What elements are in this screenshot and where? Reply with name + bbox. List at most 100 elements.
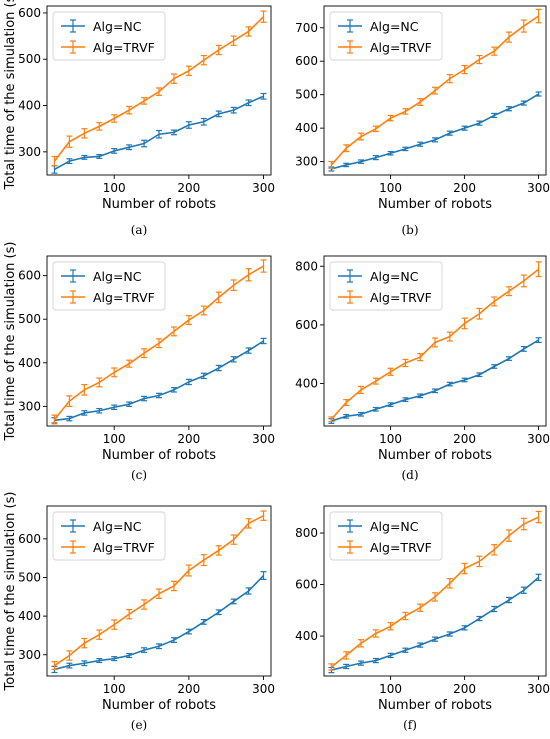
legend-label: Alg=NC xyxy=(370,519,419,534)
legend-label: Alg=NC xyxy=(93,19,142,34)
x-axis-label: Number of robots xyxy=(102,448,216,463)
y-axis-label: Total time of the simulation (s) xyxy=(3,242,18,442)
legend-label: Alg=TRVF xyxy=(93,290,155,305)
series-line xyxy=(331,93,540,170)
x-tick-label: 300 xyxy=(252,432,275,446)
panel-caption: (b) xyxy=(401,223,418,237)
legend: Alg=NC Alg=TRVF xyxy=(329,11,443,61)
chart-panel-b: 100 200 300 300 400 500 600 700 Number of robots… xyxy=(295,5,550,237)
plot-frame xyxy=(46,5,272,176)
series-trvf xyxy=(328,261,542,423)
y-tick-label: 700 xyxy=(295,21,318,35)
x-tick-label: 100 xyxy=(379,682,402,696)
series-nc xyxy=(51,337,267,424)
y-tick-label: 600 xyxy=(295,54,318,68)
series-trvf xyxy=(51,10,267,167)
chart-panel-d: 100 200 300 400 600 800 Number of robots Alg=NC… xyxy=(295,255,550,482)
panel-caption: (f) xyxy=(403,718,417,732)
series-line xyxy=(331,339,540,422)
x-axis-label: Number of robots xyxy=(378,698,492,713)
y-tick-label: 400 xyxy=(295,377,318,391)
plot-frame xyxy=(323,255,547,427)
series-trvf xyxy=(328,8,542,169)
legend: Alg=NC Alg=TRVF xyxy=(329,261,443,311)
x-tick-label: 200 xyxy=(177,682,200,696)
legend: Alg=NC Alg=TRVF xyxy=(52,11,166,61)
x-axis-label: Number of robots xyxy=(378,448,492,463)
y-tick-label: 300 xyxy=(18,648,41,662)
x-tick-label: 200 xyxy=(453,682,476,696)
chart-panel-c: 100 200 300 300 400 500 600 Number of robots Tot… xyxy=(3,242,275,482)
series-line xyxy=(331,576,540,671)
x-tick-label: 300 xyxy=(252,682,275,696)
y-tick-label: 400 xyxy=(18,356,41,370)
x-axis-label: Number of robots xyxy=(102,197,216,212)
series-nc xyxy=(51,571,267,674)
panel-caption: (e) xyxy=(131,718,147,732)
chart-panel-a: 100 200 300 300 400 500 600 Number of robots Tot… xyxy=(3,0,275,237)
x-tick-label: 200 xyxy=(453,432,476,446)
plot-frame xyxy=(46,505,272,677)
legend-box xyxy=(329,261,443,311)
legend-label: Alg=TRVF xyxy=(370,290,432,305)
y-tick-label: 400 xyxy=(295,629,318,643)
y-tick-label: 800 xyxy=(295,526,318,540)
series-trvf xyxy=(328,510,542,671)
y-tick-label: 300 xyxy=(18,145,41,159)
plot-frame xyxy=(46,255,272,427)
legend-box xyxy=(52,511,166,561)
series-line xyxy=(54,340,264,422)
x-tick-label: 300 xyxy=(527,682,550,696)
legend: Alg=NC Alg=TRVF xyxy=(329,511,443,561)
y-axis-label: Total time of the simulation (s) xyxy=(3,492,18,692)
legend-label: Alg=NC xyxy=(93,519,142,534)
legend: Alg=NC Alg=TRVF xyxy=(52,261,166,311)
y-tick-label: 600 xyxy=(18,6,41,20)
x-tick-label: 100 xyxy=(103,432,126,446)
y-tick-label: 400 xyxy=(295,121,318,135)
series-nc xyxy=(328,91,542,172)
x-tick-label: 200 xyxy=(177,432,200,446)
series-nc xyxy=(328,573,542,674)
legend-box xyxy=(329,511,443,561)
y-tick-label: 500 xyxy=(18,52,41,66)
x-axis-label: Number of robots xyxy=(102,698,216,713)
legend-label: Alg=TRVF xyxy=(370,40,432,55)
legend-box xyxy=(52,11,166,61)
y-tick-label: 600 xyxy=(18,532,41,546)
x-axis-label: Number of robots xyxy=(378,197,492,212)
y-tick-label: 500 xyxy=(18,312,41,326)
panel-caption: (c) xyxy=(131,468,147,482)
panel-caption: (d) xyxy=(401,468,418,482)
series-nc xyxy=(328,337,542,424)
legend-box xyxy=(329,11,443,61)
legend-label: Alg=TRVF xyxy=(93,40,155,55)
y-tick-label: 500 xyxy=(18,570,41,584)
legend-box xyxy=(52,261,166,311)
panel-caption: (a) xyxy=(131,223,148,237)
plot-frame xyxy=(323,5,547,176)
x-tick-label: 100 xyxy=(103,682,126,696)
chart-panel-e: 100 200 300 300 400 500 600 Number of robots Tot… xyxy=(3,492,275,732)
x-tick-label: 300 xyxy=(527,432,550,446)
plot-frame xyxy=(323,505,547,677)
x-tick-label: 200 xyxy=(177,181,200,195)
series-trvf xyxy=(51,510,267,671)
y-tick-label: 400 xyxy=(18,99,41,113)
y-tick-label: 400 xyxy=(18,609,41,623)
y-tick-label: 600 xyxy=(295,318,318,332)
legend-label: Alg=NC xyxy=(370,19,419,34)
legend-label: Alg=TRVF xyxy=(93,540,155,555)
legend-label: Alg=TRVF xyxy=(370,540,432,555)
x-tick-label: 200 xyxy=(453,181,476,195)
y-tick-label: 300 xyxy=(295,155,318,169)
x-tick-label: 300 xyxy=(527,181,550,195)
legend: Alg=NC Alg=TRVF xyxy=(52,511,166,561)
y-tick-label: 300 xyxy=(18,399,41,413)
legend-label: Alg=NC xyxy=(93,269,142,284)
x-tick-label: 300 xyxy=(252,181,275,195)
chart-panel-f: 100 200 300 400 600 800 Number of robots Alg=NC… xyxy=(295,505,550,732)
y-tick-label: 500 xyxy=(295,88,318,102)
series-trvf xyxy=(51,259,267,425)
y-tick-label: 600 xyxy=(18,269,41,283)
